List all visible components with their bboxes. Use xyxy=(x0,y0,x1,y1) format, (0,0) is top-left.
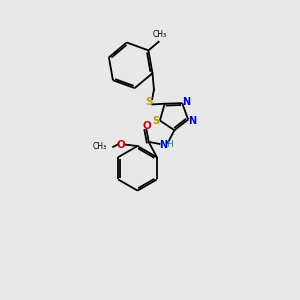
Text: N: N xyxy=(182,97,190,107)
Text: N: N xyxy=(188,116,196,126)
Text: O: O xyxy=(117,140,126,149)
Text: S: S xyxy=(152,116,159,125)
Text: O: O xyxy=(142,121,151,131)
Text: CH₃: CH₃ xyxy=(152,30,166,39)
Text: N: N xyxy=(159,140,167,149)
Text: H: H xyxy=(166,140,173,149)
Text: CH₃: CH₃ xyxy=(93,142,107,152)
Text: S: S xyxy=(145,97,152,107)
